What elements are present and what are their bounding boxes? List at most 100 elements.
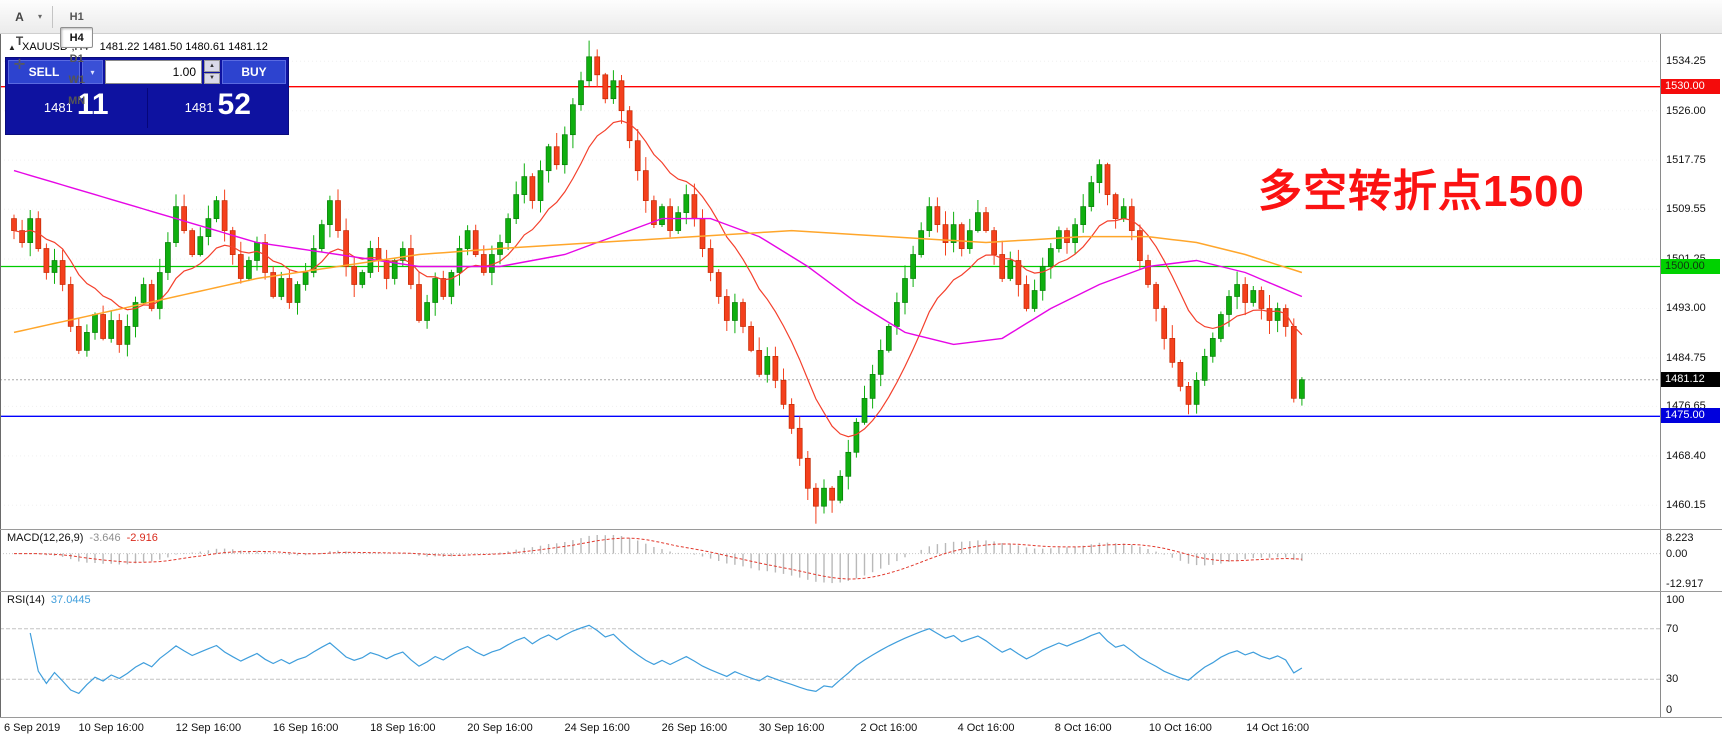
candle-body	[570, 104, 576, 136]
indicator-list-icon[interactable]: ☰	[6, 0, 33, 5]
timeframe-button-MN[interactable]: MN	[68, 94, 86, 107]
candle-body	[553, 146, 560, 166]
candle-body	[1047, 248, 1054, 267]
candle-body	[181, 206, 187, 231]
candle-body	[740, 302, 746, 327]
candle-body	[1274, 308, 1281, 321]
buy-price-big: 52	[217, 88, 251, 121]
macd-value: -3.646	[89, 532, 121, 544]
candle-body	[221, 200, 228, 231]
candle-body	[861, 398, 868, 423]
candle-body	[788, 404, 795, 429]
candle-body	[92, 314, 98, 333]
candle-body	[634, 140, 641, 172]
sell-price[interactable]: 1481 11	[6, 90, 147, 125]
crosshair-tool-icon[interactable]: ✛	[13, 56, 26, 72]
candle-body	[367, 248, 374, 273]
candle-body	[1072, 224, 1078, 243]
candle-body	[950, 224, 957, 243]
timeframe-button-H1[interactable]: H1	[69, 10, 84, 23]
buy-price-small: 1481	[184, 100, 214, 115]
date-axis-separator	[0, 717, 1722, 718]
candle-body	[310, 248, 317, 273]
candle-body	[456, 248, 463, 273]
volume-input[interactable]: 1.00	[105, 60, 202, 84]
candle-body	[877, 350, 884, 375]
candle-body	[335, 200, 341, 231]
candle-body	[464, 230, 471, 249]
candle-body	[1258, 290, 1265, 309]
sell-button[interactable]: SELL	[8, 60, 80, 84]
rsi-line	[29, 624, 1303, 695]
volume-down-icon[interactable]: ▼	[204, 72, 220, 84]
rsi-value: 37.0445	[50, 594, 91, 606]
candle-body	[1161, 308, 1168, 339]
timeframe-button-H4[interactable]: H4	[60, 27, 94, 48]
candle-body	[1266, 308, 1273, 321]
candle-body	[691, 194, 698, 219]
candle-body	[51, 260, 58, 273]
candle-body	[1153, 284, 1159, 309]
candle-body	[100, 314, 106, 339]
candle-body	[837, 475, 844, 501]
candle-body	[918, 230, 925, 255]
timeframe-group: M1M5M15M30H1H4D1W1MN	[59, 0, 94, 111]
buy-button[interactable]: BUY	[222, 60, 286, 84]
candle-body	[513, 194, 520, 219]
candle-body	[926, 206, 933, 231]
candle-body	[975, 212, 981, 231]
candle-body	[813, 487, 819, 507]
candle-body	[764, 356, 771, 375]
arrow-tool-icon[interactable]: A	[15, 9, 24, 24]
candle-body	[723, 296, 730, 321]
candle-body	[999, 254, 1006, 279]
candle-body	[1137, 230, 1143, 261]
candle-body	[853, 421, 860, 453]
candle-body	[302, 272, 309, 285]
candle-body	[958, 224, 965, 249]
text-tool-icon[interactable]: T	[15, 33, 24, 48]
volume-up-icon[interactable]: ▲	[204, 60, 220, 72]
candle-body	[934, 206, 941, 225]
candle-body	[1209, 338, 1216, 357]
candle-body	[1007, 260, 1014, 279]
candle-body	[399, 248, 406, 261]
candle-body	[327, 200, 333, 225]
candle-body	[148, 284, 155, 309]
candle-body	[732, 302, 738, 321]
candle-body	[683, 194, 690, 213]
candle-body	[383, 260, 390, 279]
candle-body	[448, 272, 455, 297]
candle-body	[521, 176, 528, 195]
buy-price[interactable]: 1481 52	[148, 88, 289, 125]
ma-fast-line	[13, 120, 1303, 438]
candle-body	[189, 230, 196, 255]
volume-stepper: ▲ ▼	[204, 60, 220, 84]
candle-body	[1226, 296, 1232, 315]
chevron-down-icon[interactable]: ▾	[37, 12, 42, 21]
candle-body	[1031, 290, 1038, 309]
volume-dropdown-icon[interactable]: ▾	[82, 60, 103, 84]
toolbar-separator	[52, 5, 53, 28]
candle-body	[869, 374, 876, 399]
timeframe-button-W1[interactable]: W1	[68, 73, 85, 86]
candle-body	[351, 266, 358, 285]
candle-body	[1056, 230, 1062, 249]
candle-body	[1128, 206, 1135, 231]
candle-body	[1299, 379, 1305, 399]
symbol-arrow-icon: ▲	[8, 43, 16, 52]
candle-body	[165, 242, 171, 273]
candle-body	[286, 278, 293, 303]
candle-body	[942, 224, 949, 243]
candle-body	[561, 134, 568, 166]
candle-body	[610, 80, 617, 100]
macd-panel-splitter[interactable]	[0, 529, 1722, 530]
candle-body	[318, 224, 325, 249]
timeframe-button-M30[interactable]: M30	[60, 0, 93, 6]
candle-body	[262, 242, 268, 273]
candle-body	[43, 248, 50, 273]
timeframe-button-D1[interactable]: D1	[69, 52, 84, 65]
rsi-panel-splitter[interactable]	[0, 591, 1722, 592]
